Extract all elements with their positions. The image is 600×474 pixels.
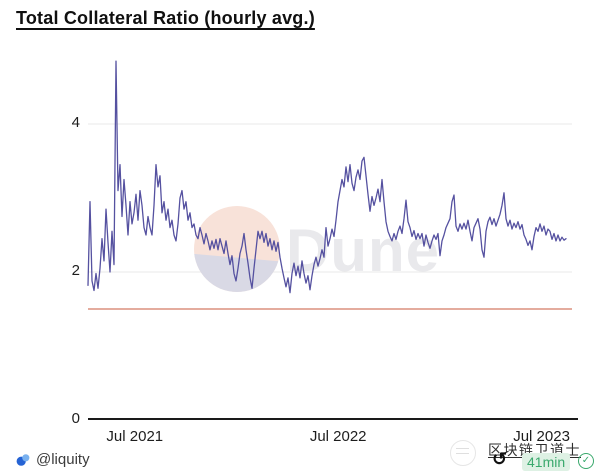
y-tick-label: 4 [71,114,80,131]
x-tick-label: Jul 2021 [106,428,164,445]
y-tick-label: 2 [71,262,80,279]
y-tick-label: 0 [71,410,80,427]
liquity-attribution: @liquity [16,449,90,469]
collateral-line [87,60,567,294]
page-title: Total Collateral Ratio (hourly avg.) [16,8,315,28]
seal-icon [450,440,476,466]
x-tick-label: Jul 2022 [309,428,367,445]
repost-watermark: 区块链卫道士 ↺ 41min ✓ [448,436,600,474]
rotate-arrow-icon: ↺ [492,449,508,469]
grid-lines [88,123,572,273]
x-tick-label: Jul 2023 [513,428,570,445]
check-circle-icon: ✓ [578,453,594,469]
liquity-handle: @liquity [36,450,90,468]
liquity-logo-icon [16,453,30,466]
read-time-badge: 41min [522,453,571,471]
